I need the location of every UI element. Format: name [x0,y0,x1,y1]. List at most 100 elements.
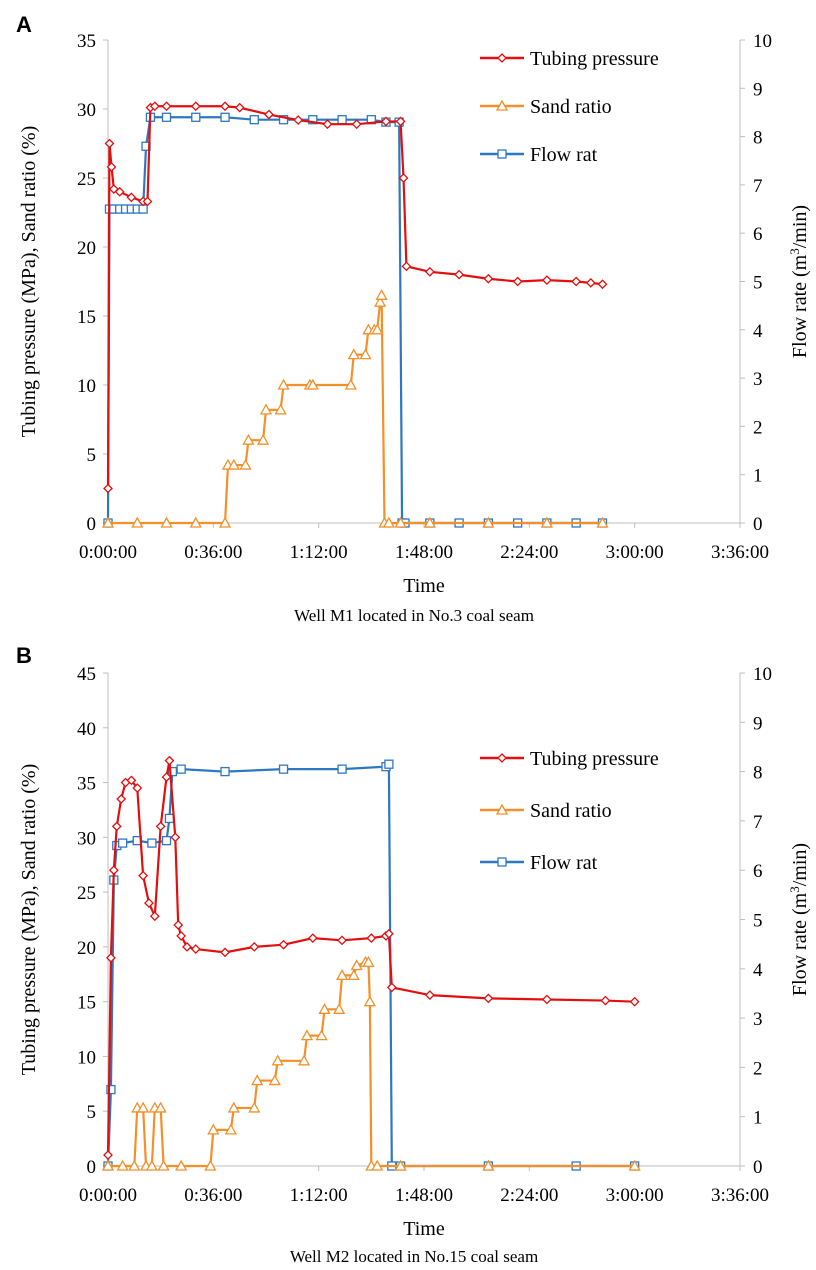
series-line [106,116,603,525]
data-point [278,115,289,125]
legend: Tubing pressure Sand ratio Flow rat [480,48,659,166]
data-point [103,1150,113,1160]
x-tick-label: 0:36:00 [184,542,242,563]
x-tick-label: 2:24:00 [500,1185,558,1206]
data-point [271,1054,284,1066]
data-point [161,101,172,112]
right-axis-label-part: Flow rate (m [789,892,811,996]
data-point [218,516,232,528]
right-tick-label: 2 [753,417,763,438]
legend-marker [495,99,509,111]
data-point [145,1159,158,1171]
data-point [131,516,144,528]
data-point [571,276,582,287]
data-point [597,279,608,290]
series-sand-ratio [101,955,641,1171]
data-point [398,173,409,183]
data-point [401,261,412,272]
left-tick-label: 25 [77,883,96,904]
legend-marker [497,753,507,763]
data-point [264,109,274,120]
data-point [423,516,436,528]
data-point [173,920,184,930]
data-point [249,115,259,125]
x-tick-label: 0:36:00 [184,1185,242,1206]
data-point [142,196,153,207]
data-point [227,1101,240,1113]
data-point [220,766,230,777]
data-point [204,1159,217,1171]
right-tick-label: 6 [753,861,763,882]
data-point [220,947,230,958]
data-point [347,969,360,981]
data-point [308,115,318,125]
left-tick-label: 0 [87,1157,97,1178]
data-point [344,378,357,390]
data-point [375,288,388,300]
data-point [248,1101,261,1113]
data-point [220,101,230,112]
data-point [315,1029,328,1041]
legend-entry: Sand ratio [530,96,612,118]
data-point [154,1101,167,1113]
legend-entry: Flow rat [530,852,598,874]
data-point [144,898,154,908]
legend-marker [497,149,507,159]
data-point [600,995,611,1006]
data-point [175,1159,188,1171]
right-axis-label: Flow rate (m3/min) [787,205,812,358]
left-tick-label: 10 [77,376,96,397]
x-axis-label: Time [403,575,445,597]
data-point [363,995,376,1007]
right-tick-label: 10 [753,664,772,685]
series-line [106,105,603,489]
legend-entry: Flow rat [530,144,598,166]
left-tick-label: 30 [77,828,96,849]
data-point [337,935,347,946]
legend-marker [495,803,509,815]
data-point [161,835,172,846]
data-point [149,911,160,922]
data-point [512,276,523,287]
data-point [322,119,333,130]
data-point [239,458,252,470]
data-point [147,838,157,848]
data-point [424,266,435,277]
data-point [596,516,609,528]
data-point [138,870,149,881]
data-point [337,115,347,125]
data-point [482,516,495,528]
right-axis-label: Flow rate (m3/min) [787,843,812,996]
data-point [170,832,181,843]
data-point [394,516,407,528]
data-point [278,939,289,950]
x-tick-label: 0:00:00 [79,1185,137,1206]
right-tick-label: 6 [753,224,763,245]
data-point [251,1074,264,1086]
data-point [106,1084,116,1095]
legend-marker [497,53,507,63]
left-tick-label: 0 [87,514,97,535]
x-tick-label: 3:36:00 [711,542,769,563]
data-point [234,102,245,113]
right-tick-label: 8 [753,763,763,784]
right-tick-label: 9 [753,713,763,734]
right-tick-label: 1 [753,1108,763,1129]
data-point [108,865,119,876]
data-point [176,931,187,941]
right-tick-label: 1 [753,466,763,487]
data-point [137,1101,150,1113]
right-tick-label: 5 [753,911,763,932]
data-point [164,813,175,824]
data-point [190,101,201,112]
data-point [149,101,160,112]
data-point [351,119,362,130]
data-point [176,764,186,774]
chart-caption: Well M1 located in No.3 coal seam [294,606,534,625]
right-axis-label-part: /min) [789,205,811,248]
legend: Tubing pressure Sand ratio Flow rat [480,748,659,874]
left-tick-label: 15 [77,307,96,328]
data-point [366,933,377,944]
